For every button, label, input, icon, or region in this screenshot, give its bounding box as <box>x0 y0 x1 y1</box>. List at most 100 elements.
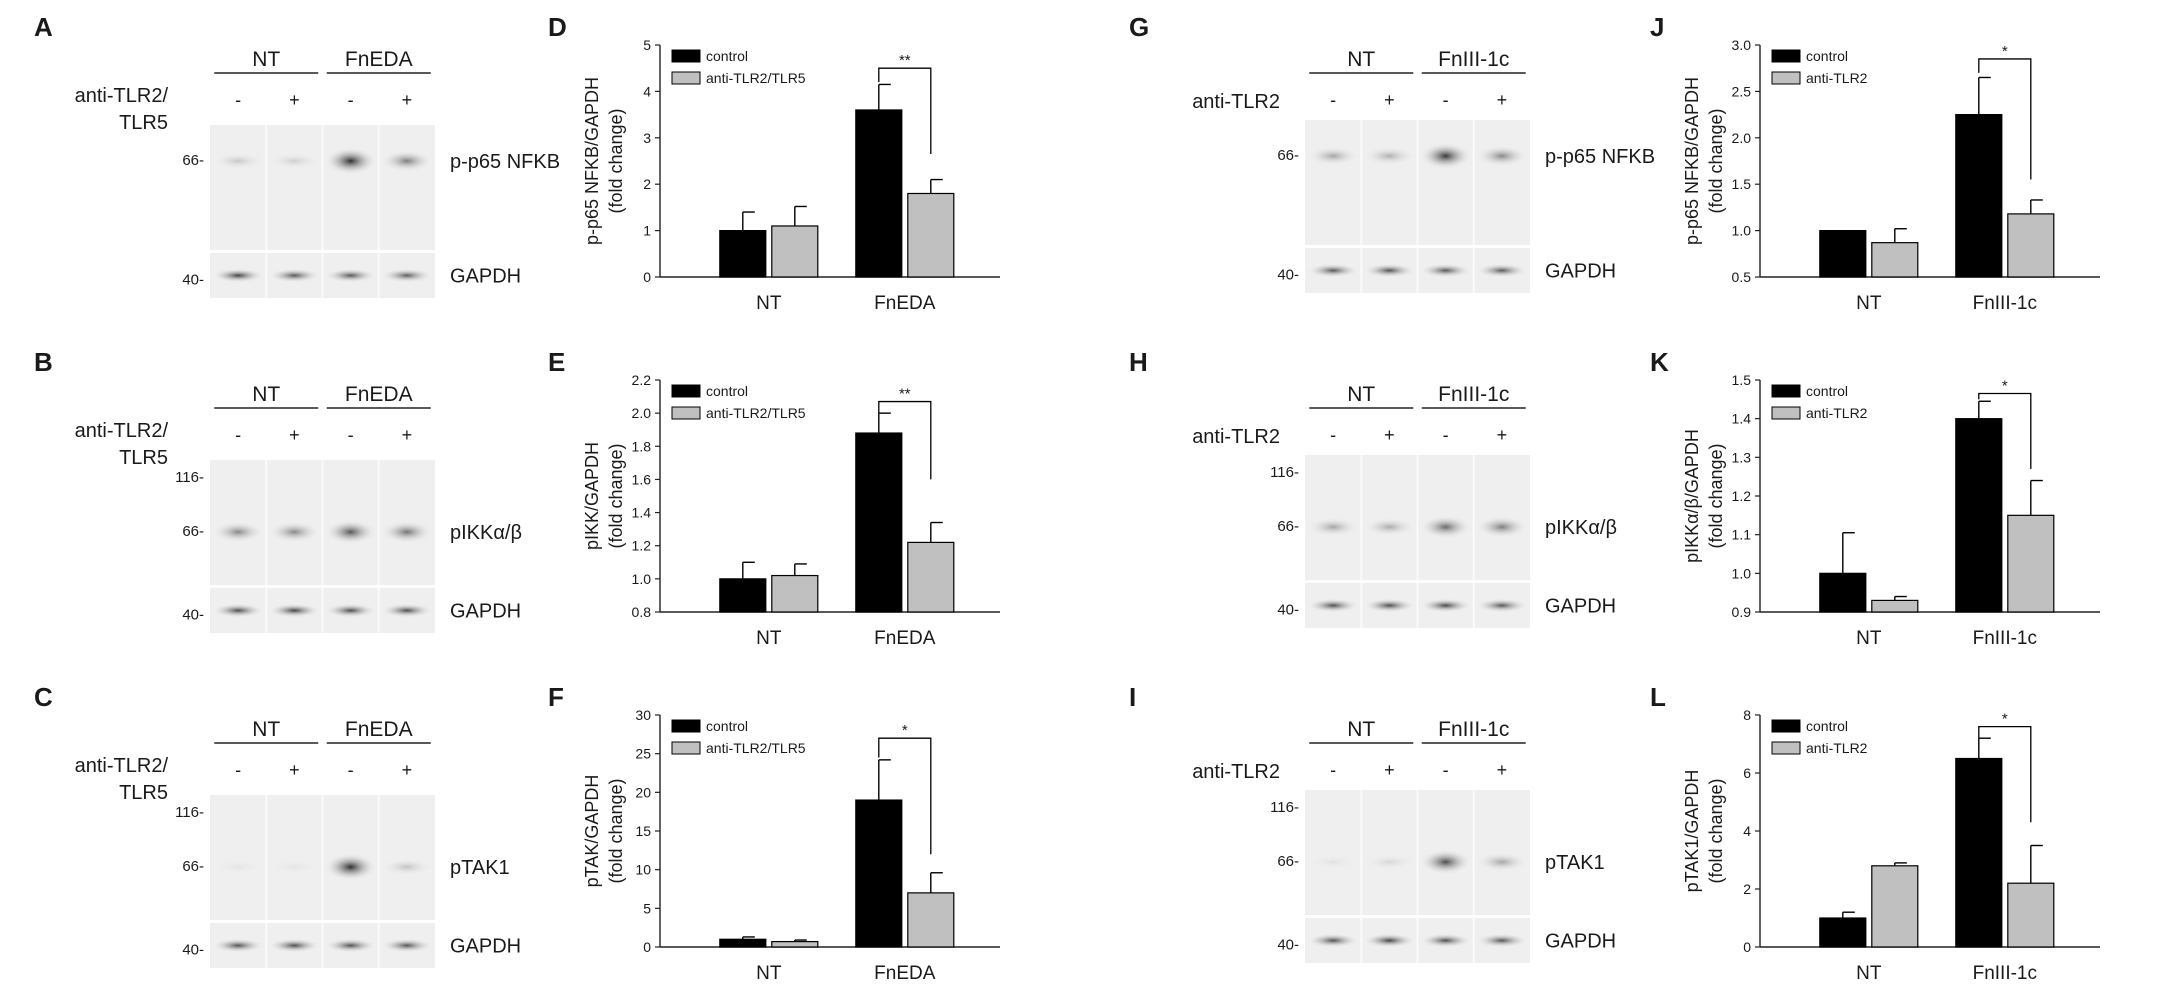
group-label: NT <box>252 383 280 406</box>
legend-swatch <box>671 741 701 755</box>
significance-bracket <box>878 400 932 480</box>
lane-separator <box>265 125 268 250</box>
mw-marker: 40- <box>1277 937 1299 954</box>
significance-marker: ** <box>899 52 911 69</box>
bar <box>1955 757 2003 948</box>
lane-sign: - <box>235 425 241 445</box>
protein-band <box>324 519 377 545</box>
lane-sign: + <box>1384 760 1395 780</box>
lane-separator <box>1416 918 1419 963</box>
y-tick-label: 10 <box>635 862 651 878</box>
protein-band <box>1419 849 1472 875</box>
y-tick-label: 2.0 <box>632 405 652 421</box>
panel-letter: L <box>1650 682 1666 712</box>
legend-label: anti-TLR2 <box>1806 740 1868 756</box>
legend-label: anti-TLR2 <box>1806 70 1868 86</box>
panel-letter: K <box>1650 347 1669 377</box>
protein-band <box>1476 145 1528 167</box>
y-tick-label: 3 <box>643 130 651 146</box>
group-label: NT <box>252 48 280 71</box>
panel-letter: H <box>1129 347 1148 377</box>
mw-marker: 40- <box>182 607 204 624</box>
y-axis-label: pTAK1/GAPDH <box>1682 770 1702 893</box>
protein-band <box>212 152 264 170</box>
protein-label: GAPDH <box>450 601 521 623</box>
lane-separator <box>1472 790 1475 915</box>
bar <box>2007 514 2055 613</box>
lane-sign: - <box>235 760 241 780</box>
lane-sign: - <box>235 90 241 110</box>
western-blot-b: NT FnEDA anti-TLR2/TLR5 - + - +116- 66- pIKKα/β 4… <box>75 383 522 633</box>
significance-bracket <box>878 67 932 155</box>
protein-label: GAPDH <box>450 936 521 958</box>
bar <box>1819 572 1867 613</box>
protein-band <box>268 859 321 875</box>
panel-letter: B <box>34 347 53 377</box>
bar <box>1819 230 1867 278</box>
y-tick-label: 1.1 <box>1732 527 1752 543</box>
bar-chart-j: 0.5 1.0 1.5 2.0 2.5 3.0 p-p65 NFKB/GAPDH (fold … <box>1682 37 2100 314</box>
x-tick-label: FnEDA <box>874 963 936 984</box>
protein-band <box>268 521 321 543</box>
bar <box>855 432 903 613</box>
panel-letter: G <box>1129 12 1150 42</box>
lane-separator <box>1472 583 1475 628</box>
protein-label: pTAK1 <box>450 857 510 879</box>
panel-letter: I <box>1129 682 1137 712</box>
bar <box>2007 213 2055 278</box>
y-tick-label: 25 <box>635 746 651 762</box>
blot-panel-a: A NT FnEDA anti-TLR2/TLR5 - + - +66- p-p65 NFKB 4… <box>20 10 580 310</box>
protein-band <box>1419 598 1472 613</box>
chart-panel-l: L 0 2 4 6 8 pTAK1/GAPDH (fold change) NT FnIII-1c… <box>1640 680 2160 1000</box>
protein-band <box>1363 517 1416 537</box>
bar <box>2007 882 2055 948</box>
protein-band <box>381 520 433 544</box>
legend-swatch <box>1771 71 1801 85</box>
y-axis-label: (fold change) <box>1706 778 1726 883</box>
panel-letter: J <box>1650 12 1665 42</box>
protein-band <box>1363 263 1416 278</box>
legend-label: anti-TLR2/TLR5 <box>706 740 806 756</box>
bar <box>907 892 955 948</box>
lane-separator <box>321 588 324 633</box>
lane-separator <box>321 460 324 585</box>
protein-band <box>1363 854 1416 870</box>
legend-swatch <box>671 49 701 63</box>
y-tick-label: 1.0 <box>632 571 652 587</box>
x-tick-label: NT <box>756 963 782 984</box>
y-axis-label: (fold change) <box>606 108 626 213</box>
group-label: NT <box>252 718 280 741</box>
lane-sign: + <box>1497 90 1508 110</box>
x-tick-label: FnIII-1c <box>1973 963 2037 984</box>
y-axis-label: (fold change) <box>606 778 626 883</box>
protein-band <box>381 268 433 283</box>
lane-sign: - <box>1330 90 1336 110</box>
y-axis-label: (fold change) <box>1706 108 1726 213</box>
lane-separator <box>1416 790 1419 915</box>
lane-separator <box>1472 248 1475 293</box>
bar <box>1955 418 2003 613</box>
lane-sign: - <box>1443 425 1449 445</box>
western-blot-g: NT FnIII-1c anti-TLR2 - + - +66- p-p65 NFKB 40- G… <box>1192 48 1655 293</box>
protein-band <box>1419 142 1472 170</box>
y-axis-label: (fold change) <box>606 443 626 548</box>
y-tick-label: 1.6 <box>632 471 652 487</box>
lane-sign: + <box>1384 425 1395 445</box>
lane-sign: - <box>1443 760 1449 780</box>
protein-band <box>212 938 264 953</box>
legend-label: control <box>1806 718 1848 734</box>
lane-separator <box>1416 583 1419 628</box>
bar <box>1871 865 1919 948</box>
blot-panel-h: H NT FnIII-1c anti-TLR2 - + - +116- 66- pIKKα/β 40… <box>1115 345 1675 645</box>
significance-bracket <box>878 737 932 855</box>
legend-label: control <box>706 383 748 399</box>
x-tick-label: FnIII-1c <box>1973 628 2037 649</box>
lane-separator <box>377 795 380 920</box>
lane-separator <box>377 923 380 968</box>
y-tick-label: 5 <box>643 900 651 916</box>
lane-sign: - <box>1443 90 1449 110</box>
bar <box>1871 242 1919 278</box>
legend-swatch <box>671 71 701 85</box>
y-tick-label: 1.0 <box>1732 565 1752 581</box>
y-tick-label: 2 <box>1743 881 1751 897</box>
